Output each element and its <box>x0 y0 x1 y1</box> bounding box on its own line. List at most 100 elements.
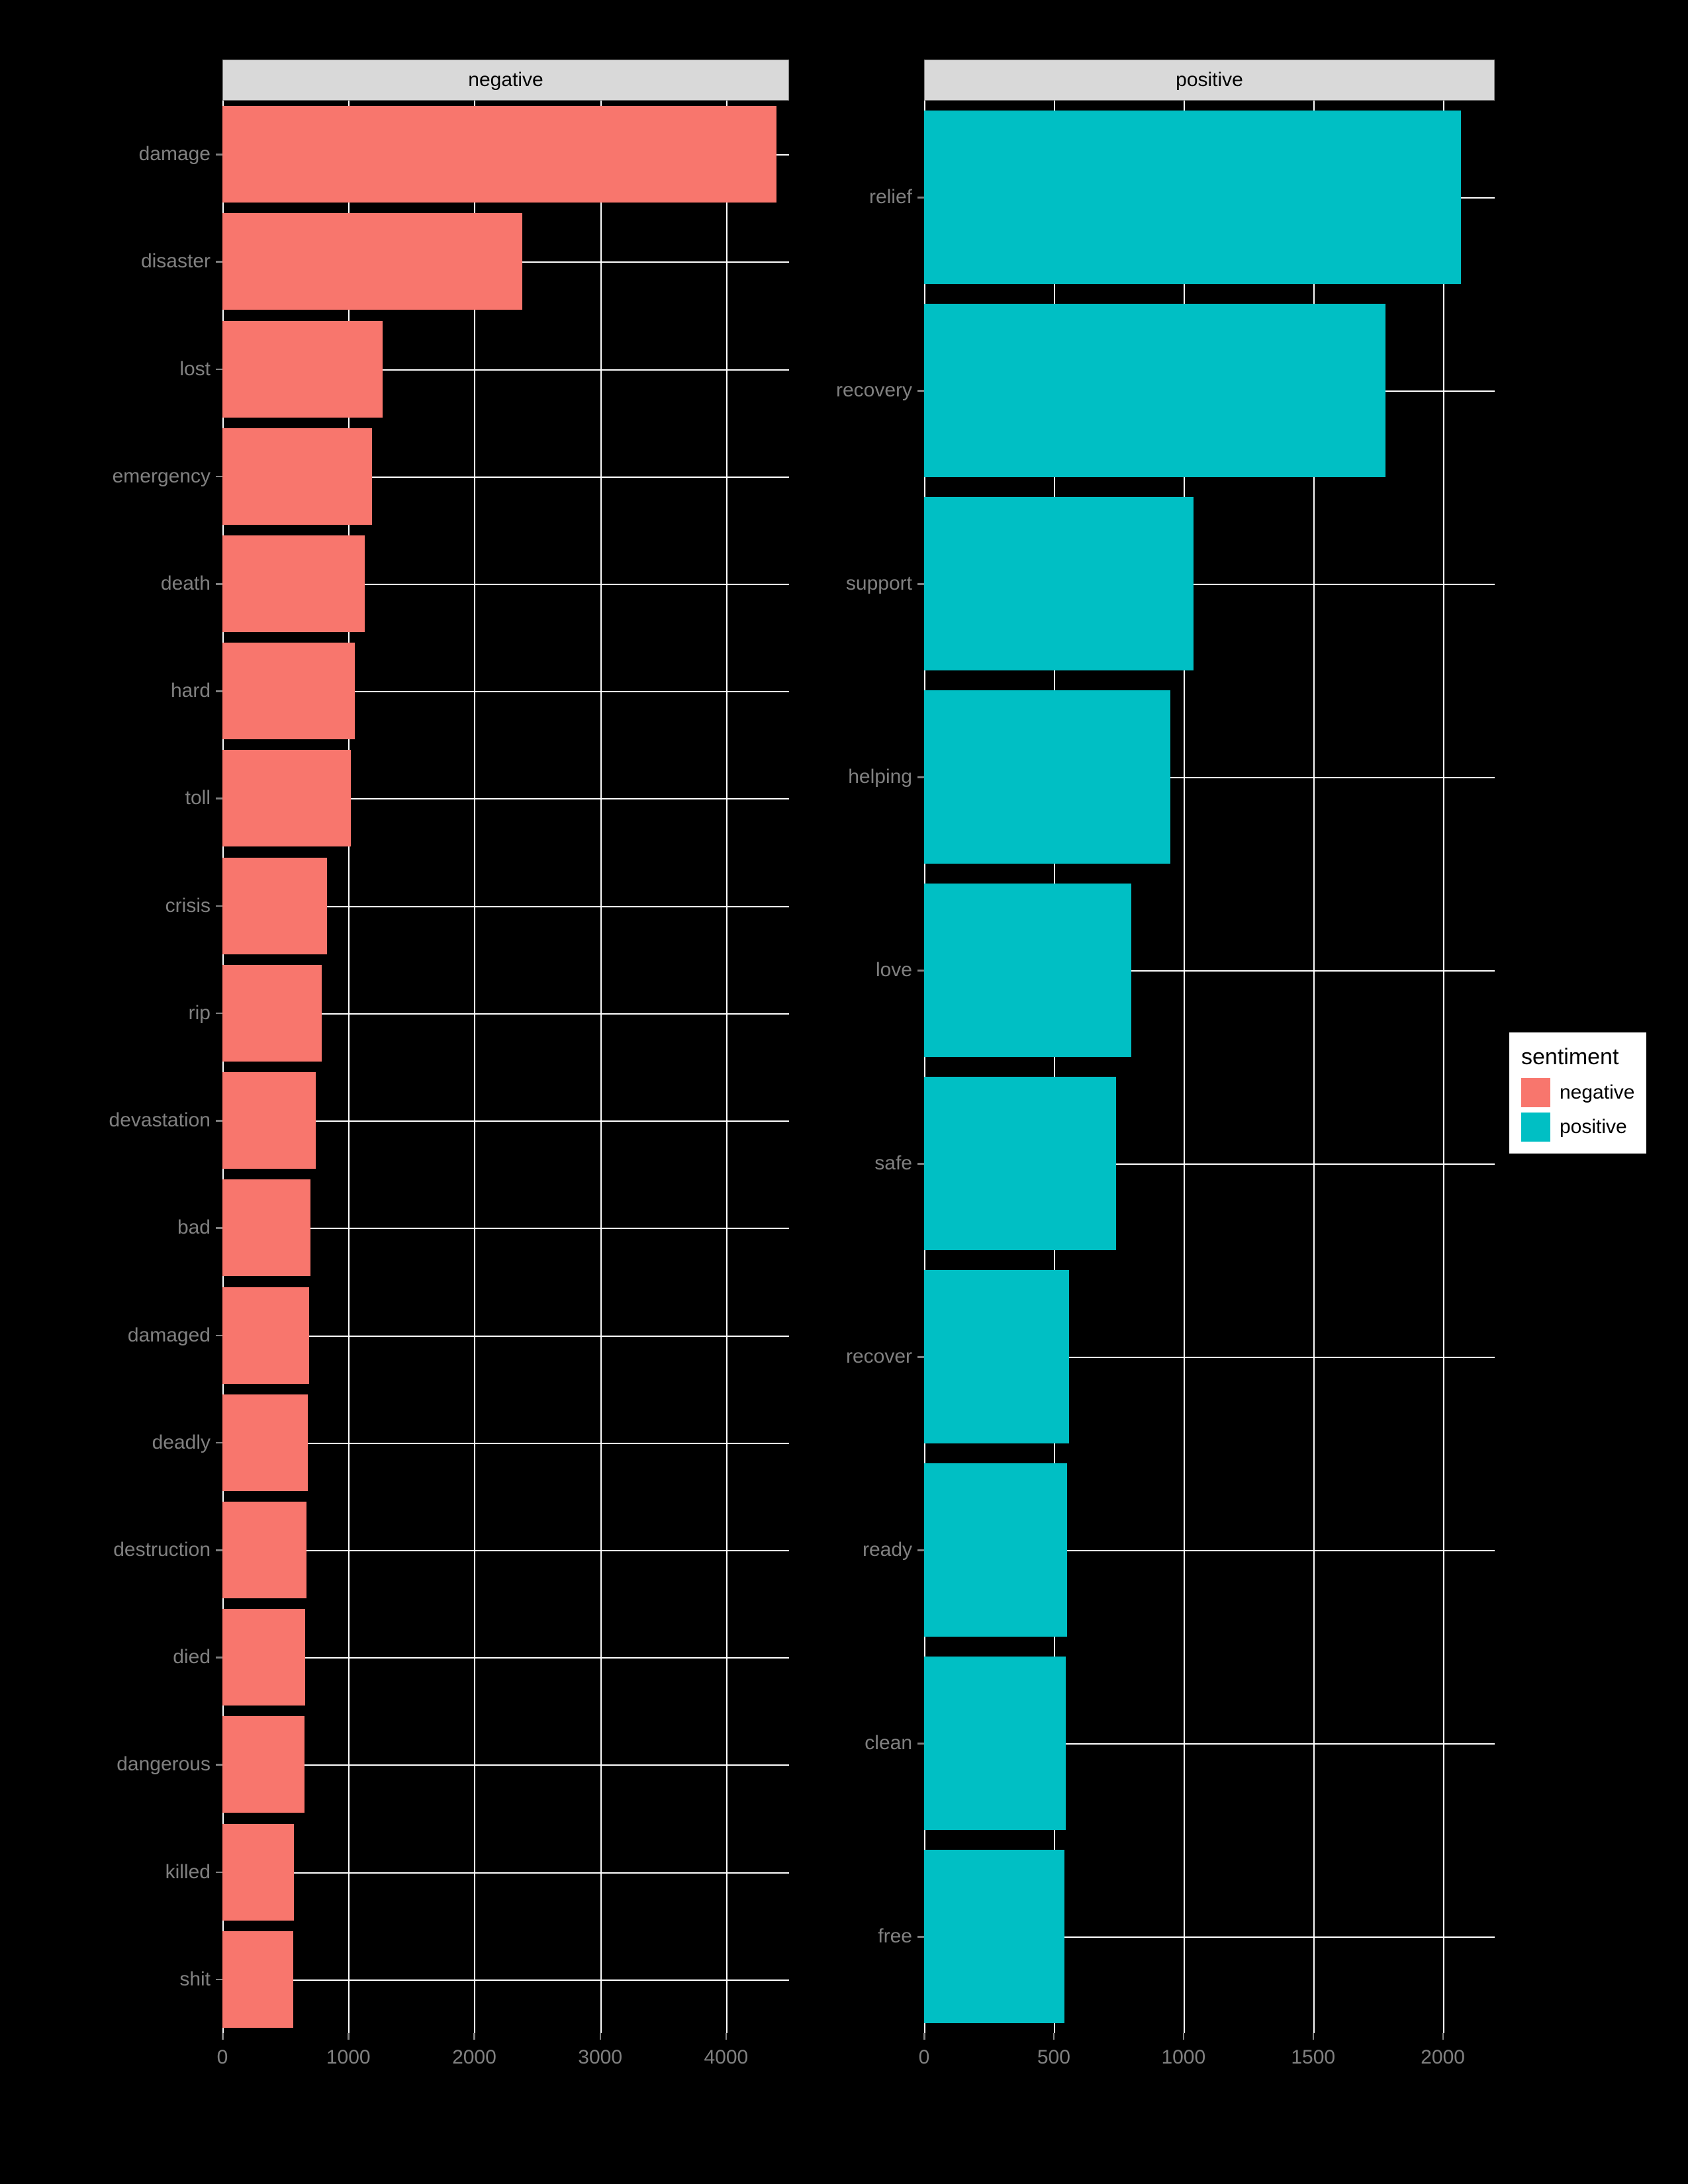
bar-negative <box>222 1287 309 1384</box>
y-tick <box>216 261 222 263</box>
y-tick <box>917 1936 924 1938</box>
legend-swatch <box>1521 1113 1550 1142</box>
x-axis-label: 3000 <box>578 2046 622 2069</box>
plot-area-negative <box>222 101 789 2033</box>
gridline-h <box>222 1979 789 1981</box>
x-tick <box>923 2033 925 2040</box>
y-tick <box>216 1013 222 1015</box>
y-tick <box>216 797 222 799</box>
bar-negative <box>222 213 522 310</box>
gridline-v <box>600 101 602 2033</box>
bar-negative <box>222 1394 308 1491</box>
y-axis-label: damaged <box>60 1324 211 1347</box>
y-tick <box>917 197 924 199</box>
bar-negative <box>222 643 355 739</box>
y-tick <box>216 1657 222 1659</box>
bar-positive <box>924 1077 1116 1251</box>
bar-negative <box>222 1931 293 2028</box>
y-tick <box>216 1227 222 1229</box>
x-tick <box>600 2033 602 2040</box>
y-axis-label: helping <box>796 766 912 788</box>
x-axis-label: 1000 <box>1161 2046 1205 2069</box>
y-axis-label: support <box>796 572 912 595</box>
y-axis-label: devastation <box>60 1109 211 1132</box>
bar-negative <box>222 1824 294 1921</box>
legend: sentiment negative positive <box>1509 1032 1646 1154</box>
y-tick <box>917 1356 924 1358</box>
y-tick <box>216 154 222 156</box>
gridline-v <box>726 101 727 2033</box>
bar-negative <box>222 428 372 525</box>
bar-negative <box>222 1609 305 1706</box>
y-axis-label: free <box>796 1925 912 1948</box>
bar-negative <box>222 1502 306 1598</box>
y-tick <box>917 1163 924 1165</box>
bar-positive <box>924 497 1194 671</box>
x-axis-label: 1000 <box>326 2046 371 2069</box>
x-tick <box>1183 2033 1185 2040</box>
bar-negative <box>222 1179 310 1276</box>
y-axis-label: shit <box>60 1968 211 1991</box>
x-axis-label: 2000 <box>452 2046 496 2069</box>
y-tick <box>917 1549 924 1551</box>
y-axis-label: died <box>60 1646 211 1668</box>
x-axis-label: 500 <box>1037 2046 1070 2069</box>
sentiment-bar-chart: negative01000200030004000damagedisasterl… <box>0 0 1688 2184</box>
y-axis-label: relief <box>796 186 912 208</box>
x-tick <box>473 2033 475 2040</box>
y-axis-label: bad <box>60 1216 211 1239</box>
x-tick <box>726 2033 727 2040</box>
gridline-h <box>222 1872 789 1874</box>
x-axis-label: 2000 <box>1421 2046 1465 2069</box>
x-axis-label: 1500 <box>1291 2046 1335 2069</box>
bar-negative <box>222 750 351 846</box>
bar-positive <box>924 1463 1067 1637</box>
bar-negative <box>222 858 327 954</box>
legend-title: sentiment <box>1521 1044 1634 1070</box>
y-axis-label: dangerous <box>60 1753 211 1776</box>
legend-label: positive <box>1560 1116 1627 1138</box>
y-axis-label: rip <box>60 1002 211 1024</box>
gridline-h <box>222 1764 789 1766</box>
y-tick <box>216 1120 222 1122</box>
y-axis-label: deadly <box>60 1432 211 1454</box>
bar-positive <box>924 1850 1064 2024</box>
y-tick <box>216 1549 222 1551</box>
legend-label: negative <box>1560 1081 1634 1104</box>
legend-swatch <box>1521 1078 1550 1107</box>
y-tick <box>216 690 222 692</box>
bar-negative <box>222 965 322 1062</box>
y-axis-label: recovery <box>796 379 912 402</box>
legend-item: negative <box>1521 1078 1634 1107</box>
y-axis-label: lost <box>60 358 211 381</box>
bar-negative <box>222 321 383 418</box>
y-axis-label: damage <box>60 143 211 165</box>
y-tick <box>216 583 222 585</box>
y-tick <box>917 970 924 972</box>
y-tick <box>917 390 924 392</box>
y-axis-label: ready <box>796 1539 912 1561</box>
bar-negative <box>222 1716 305 1813</box>
y-axis-label: safe <box>796 1152 912 1175</box>
plot-area-positive <box>924 101 1495 2033</box>
x-tick <box>1442 2033 1444 2040</box>
bar-positive <box>924 1270 1069 1444</box>
y-axis-label: love <box>796 959 912 981</box>
y-axis-label: crisis <box>60 895 211 917</box>
y-tick <box>216 1764 222 1766</box>
bar-positive <box>924 690 1170 864</box>
gridline-h <box>222 1657 789 1659</box>
y-tick <box>216 1979 222 1981</box>
facet-strip-negative: negative <box>222 60 789 101</box>
x-tick <box>348 2033 350 2040</box>
y-tick <box>917 583 924 585</box>
gridline-h <box>222 1550 789 1551</box>
bar-negative <box>222 1072 316 1169</box>
x-tick <box>1053 2033 1055 2040</box>
bar-positive <box>924 1657 1066 1831</box>
y-axis-label: toll <box>60 787 211 809</box>
facet-strip-positive: positive <box>924 60 1495 101</box>
y-tick <box>216 1335 222 1337</box>
y-axis-label: disaster <box>60 250 211 273</box>
y-axis-label: killed <box>60 1861 211 1884</box>
